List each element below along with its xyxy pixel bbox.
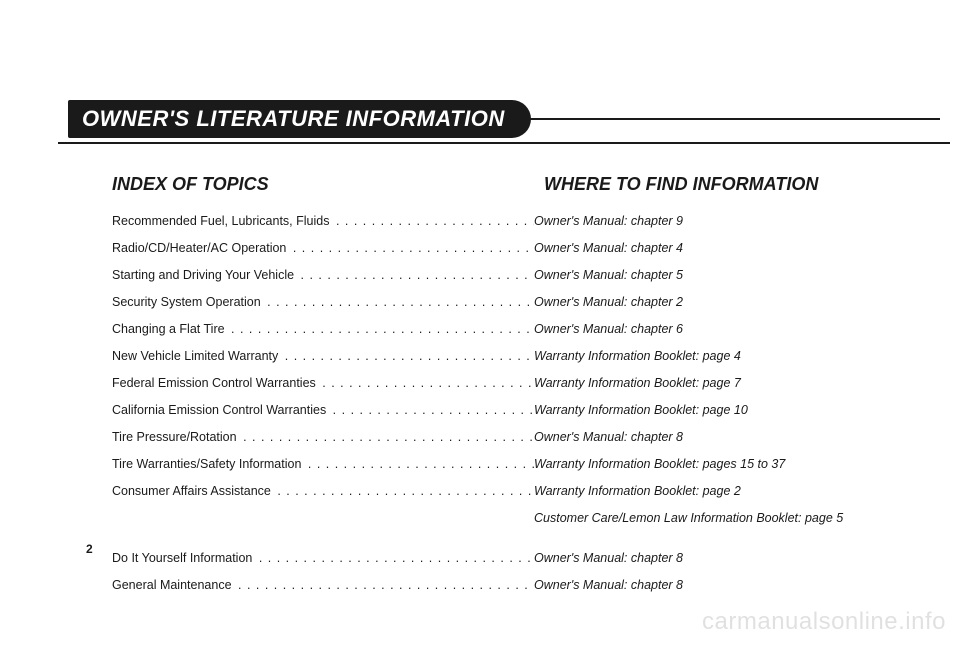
index-row: Customer Care/Lemon Law Information Book…: [112, 510, 870, 550]
index-row: Radio/CD/Heater/AC Operation . . . . . .…: [112, 240, 870, 267]
leader-dots: . . . . . . . . . . . . . . . . . . . . …: [271, 484, 534, 498]
index-row: New Vehicle Limited Warranty . . . . . .…: [112, 348, 870, 375]
topic-text: Radio/CD/Heater/AC Operation: [112, 241, 286, 255]
location-text: Owner's Manual: chapter 4: [534, 240, 683, 257]
index-row: Tire Warranties/Safety Information . . .…: [112, 456, 870, 483]
leader-dots: . . . . . . . . . . . . . . . . . . . . …: [329, 214, 534, 228]
leader-dots: . . . . . . . . . . . . . . . . . . . . …: [301, 457, 534, 471]
section-header: OWNER'S LITERATURE INFORMATION: [68, 100, 880, 138]
index-row: Do It Yourself Information . . . . . . .…: [112, 550, 870, 577]
leader-dots: . . . . . . . . . . . . . . . . . . . . …: [278, 349, 534, 363]
location-text: Owner's Manual: chapter 9: [534, 213, 683, 230]
location-text: Warranty Information Booklet: page 4: [534, 348, 741, 365]
index-rows: Recommended Fuel, Lubricants, Fluids . .…: [112, 213, 870, 604]
leader-dots: . . . . . . . . . . . . . . . . . . . . …: [261, 295, 534, 309]
topic-text: New Vehicle Limited Warranty: [112, 349, 278, 363]
topics-heading: INDEX OF TOPICS: [112, 174, 534, 195]
leader-dots: . . . . . . . . . . . . . . . . . . . . …: [252, 551, 534, 565]
location-text: Customer Care/Lemon Law Information Book…: [534, 510, 843, 527]
leader-dots: . . . . . . . . . . . . . . . . . . . . …: [294, 268, 534, 282]
topic-text: Tire Warranties/Safety Information: [112, 457, 301, 471]
index-row: General Maintenance . . . . . . . . . . …: [112, 577, 870, 604]
location-text: Warranty Information Booklet: page 2: [534, 483, 741, 500]
topic-text: Do It Yourself Information: [112, 551, 252, 565]
index-table: INDEX OF TOPICS WHERE TO FIND INFORMATIO…: [112, 174, 870, 213]
index-row-left: California Emission Control Warranties .…: [112, 403, 534, 417]
topic-text: Recommended Fuel, Lubricants, Fluids: [112, 214, 329, 228]
index-row: Security System Operation . . . . . . . …: [112, 294, 870, 321]
leader-dots: . . . . . . . . . . . . . . . . . . . . …: [286, 241, 534, 255]
location-text: Warranty Information Booklet: page 10: [534, 402, 748, 419]
location-text: Owner's Manual: chapter 2: [534, 294, 683, 311]
topic-text: Federal Emission Control Warranties: [112, 376, 316, 390]
topic-text: Starting and Driving Your Vehicle: [112, 268, 294, 282]
index-row: Federal Emission Control Warranties . . …: [112, 375, 870, 402]
column-topics: INDEX OF TOPICS: [112, 174, 534, 213]
topic-text: Security System Operation: [112, 295, 261, 309]
location-text: Warranty Information Booklet: page 7: [534, 375, 741, 392]
topic-text: Consumer Affairs Assistance: [112, 484, 271, 498]
page: OWNER'S LITERATURE INFORMATION INDEX OF …: [0, 0, 960, 648]
index-row: California Emission Control Warranties .…: [112, 402, 870, 429]
location-text: Owner's Manual: chapter 6: [534, 321, 683, 338]
leader-dots: . . . . . . . . . . . . . . . . . . . . …: [225, 322, 534, 336]
index-row: Recommended Fuel, Lubricants, Fluids . .…: [112, 213, 870, 240]
index-row-left: Changing a Flat Tire . . . . . . . . . .…: [112, 322, 534, 336]
index-row-left: New Vehicle Limited Warranty . . . . . .…: [112, 349, 534, 363]
location-text: Owner's Manual: chapter 8: [534, 429, 683, 446]
index-row: Tire Pressure/Rotation . . . . . . . . .…: [112, 429, 870, 456]
index-row-left: Recommended Fuel, Lubricants, Fluids . .…: [112, 214, 534, 228]
index-row-left: Security System Operation . . . . . . . …: [112, 295, 534, 309]
leader-dots: . . . . . . . . . . . . . . . . . . . . …: [326, 403, 534, 417]
index-row-left: Tire Pressure/Rotation . . . . . . . . .…: [112, 430, 534, 444]
location-text: Warranty Information Booklet: pages 15 t…: [534, 456, 785, 473]
index-row-left: Federal Emission Control Warranties . . …: [112, 376, 534, 390]
leader-dots: . . . . . . . . . . . . . . . . . . . . …: [232, 578, 534, 592]
topic-text: General Maintenance: [112, 578, 232, 592]
index-row-left: Starting and Driving Your Vehicle . . . …: [112, 268, 534, 282]
index-row-left: General Maintenance . . . . . . . . . . …: [112, 578, 534, 592]
column-locations: WHERE TO FIND INFORMATION: [544, 174, 870, 213]
watermark: carmanualsonline.info: [702, 608, 946, 636]
section-title: OWNER'S LITERATURE INFORMATION: [68, 100, 531, 138]
index-row-left: Do It Yourself Information . . . . . . .…: [112, 551, 534, 565]
index-row: Changing a Flat Tire . . . . . . . . . .…: [112, 321, 870, 348]
index-row-left: Radio/CD/Heater/AC Operation . . . . . .…: [112, 241, 534, 255]
leader-dots: . . . . . . . . . . . . . . . . . . . . …: [237, 430, 534, 444]
location-text: Owner's Manual: chapter 8: [534, 550, 683, 567]
index-row-left: Consumer Affairs Assistance . . . . . . …: [112, 484, 534, 498]
index-row-left: Tire Warranties/Safety Information . . .…: [112, 457, 534, 471]
topic-text: California Emission Control Warranties: [112, 403, 326, 417]
locations-heading: WHERE TO FIND INFORMATION: [544, 174, 870, 195]
topic-text: Tire Pressure/Rotation: [112, 430, 237, 444]
page-number: 2: [86, 542, 93, 556]
topic-text: Changing a Flat Tire: [112, 322, 225, 336]
index-row: Consumer Affairs Assistance . . . . . . …: [112, 483, 870, 510]
leader-dots: . . . . . . . . . . . . . . . . . . . . …: [316, 376, 534, 390]
location-text: Owner's Manual: chapter 8: [534, 577, 683, 594]
location-text: Owner's Manual: chapter 5: [534, 267, 683, 284]
index-row: Starting and Driving Your Vehicle . . . …: [112, 267, 870, 294]
